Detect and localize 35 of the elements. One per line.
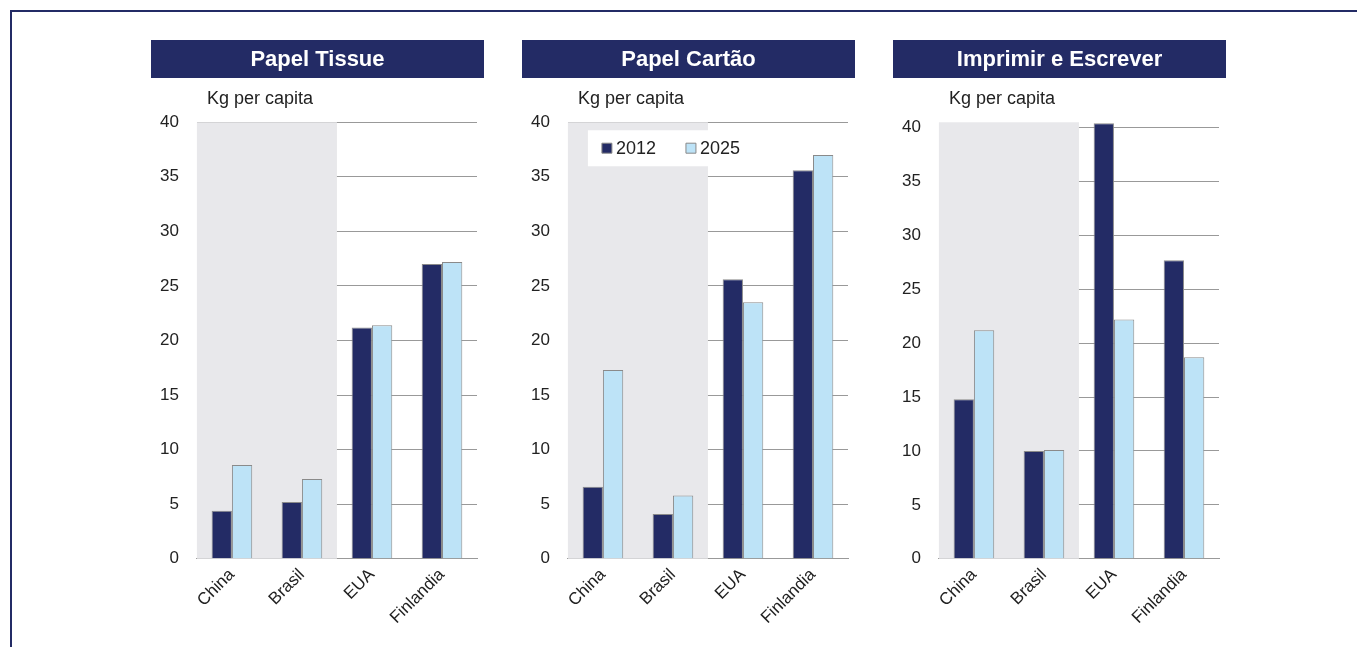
chart-title: Papel Cartão (522, 40, 855, 78)
y-tick-label: 20 (530, 330, 550, 350)
y-tick-label: 10 (530, 439, 550, 459)
y-tick-label: 30 (901, 225, 921, 245)
y-tick-label: 40 (530, 111, 550, 131)
y-tick-label: 40 (159, 111, 179, 131)
y-tick-label: 5 (169, 493, 179, 513)
y-tick-label: 30 (159, 221, 179, 241)
y-tick-label: 5 (911, 494, 921, 514)
y-tick-label: 15 (901, 386, 921, 406)
y-tick-label: 10 (901, 440, 921, 460)
y-tick-label: 25 (530, 275, 550, 295)
y-tick-label: 0 (911, 548, 921, 568)
y-tick-label: 0 (169, 548, 179, 568)
y-axis-title: Kg per capita (949, 88, 1056, 109)
y-tick-label: 10 (159, 439, 179, 459)
y-tick-label: 15 (159, 384, 179, 404)
y-tick-label: 20 (159, 330, 179, 350)
y-tick-label: 0 (540, 548, 550, 568)
y-tick-label: 5 (540, 493, 550, 513)
y-tick-label: 25 (901, 278, 921, 298)
y-tick-label: 20 (901, 332, 921, 352)
y-tick-label: 35 (901, 171, 921, 191)
y-tick-label: 30 (530, 221, 550, 241)
y-tick-label: 35 (530, 166, 550, 186)
y-tick-label: 15 (530, 384, 550, 404)
y-tick-label: 25 (159, 275, 179, 295)
chart-title: Papel Tissue (151, 40, 484, 78)
chart-title: Imprimir e Escrever (893, 40, 1226, 78)
y-axis-title: Kg per capita (207, 88, 314, 109)
legend-label: 2012 (615, 138, 656, 159)
y-tick-label: 40 (901, 117, 921, 137)
y-axis-title: Kg per capita (578, 88, 685, 109)
y-tick-label: 35 (159, 166, 179, 186)
legend-label: 2025 (699, 138, 740, 159)
